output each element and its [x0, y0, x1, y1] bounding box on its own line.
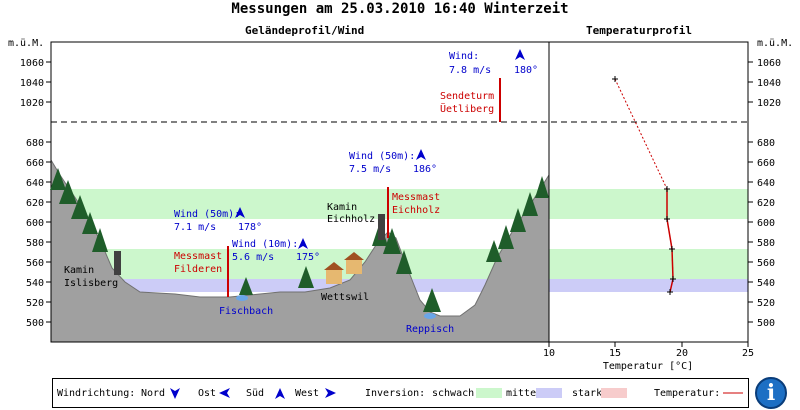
profile-header: Geländeprofil/Wind	[245, 24, 365, 37]
label-messmast-filderen: Filderen	[174, 264, 222, 275]
legend-nord: Nord	[141, 388, 166, 399]
arrow-left-icon	[219, 388, 230, 398]
y-label: 600	[26, 218, 44, 229]
wind-arrow-icon	[235, 207, 245, 218]
wind-uetliberg-speed: 7.8 m/s	[449, 65, 491, 76]
y-label: 560	[26, 258, 44, 269]
wind-arrow-icon	[515, 49, 525, 60]
y-label: 520	[26, 298, 44, 309]
page-title: Messungen am 25.03.2010 16:40 Winterzeit	[231, 1, 569, 17]
label-sendeturm: Üetliberg	[440, 102, 494, 115]
wind-eichholz-50-speed: 7.5 m/s	[349, 164, 391, 175]
axis-unit-right: m.ü.M.	[757, 38, 794, 49]
wind-filderen-50-speed: 7.1 m/s	[174, 222, 216, 233]
axis-unit-left: m.ü.M.	[8, 38, 45, 49]
label-kamin-eichholz: Eichholz	[327, 214, 375, 225]
swatch-schwach	[476, 388, 502, 398]
y-label-right: 1060	[757, 58, 781, 69]
y-label-right: 500	[757, 318, 775, 329]
legend: Windrichtung: Nord Ost Süd West Inversio…	[52, 378, 749, 408]
y-label: 680	[26, 138, 44, 149]
legend-ost: Ost	[198, 388, 217, 399]
wind-eichholz-50-dir: 186°	[413, 164, 437, 175]
chimney-islisberg-icon	[114, 251, 121, 275]
y-label-right: 540	[757, 278, 775, 289]
wind-arrow-icon	[416, 149, 426, 160]
y-label: 500	[26, 318, 44, 329]
wind-uetliberg-dir: 180°	[514, 65, 538, 76]
label-kamin-eichholz: Kamin	[327, 202, 357, 213]
wind-filderen-10-label: Wind (10m):	[232, 239, 298, 250]
legend-schwach: schwach	[432, 388, 475, 399]
y-label: 1020	[20, 98, 44, 109]
legend-wind-label: Windrichtung:	[57, 388, 136, 399]
legend-temperatur: Temperatur:	[654, 388, 721, 399]
y-label: 640	[26, 178, 44, 189]
legend-stark: stark	[572, 388, 603, 399]
label-sendeturm: Sendeturm	[440, 91, 494, 102]
y-label-right: 660	[757, 158, 775, 169]
y-label: 1060	[20, 58, 44, 69]
legend-symbols	[170, 388, 743, 399]
y-label-right: 640	[757, 178, 775, 189]
wind-arrow-icon	[298, 238, 308, 249]
wind-uetliberg-label: Wind:	[449, 51, 479, 62]
river-fischbach-icon	[236, 295, 248, 301]
temperature-markers	[612, 76, 676, 295]
inversion-band-schwach-upper	[51, 189, 748, 219]
label-wettswil: Wettswil	[321, 292, 369, 303]
wind-filderen-10-speed: 5.6 m/s	[232, 252, 274, 263]
temp-tick: 15	[609, 348, 621, 359]
arrow-down-icon	[170, 388, 180, 399]
y-label: 540	[26, 278, 44, 289]
arrow-up-icon	[275, 388, 285, 399]
y-label: 620	[26, 198, 44, 209]
chimney-eichholz-icon	[378, 214, 385, 240]
label-kamin-islisberg: Islisberg	[64, 278, 118, 289]
y-label-right: 1020	[757, 98, 781, 109]
wind-filderen-50-label: Wind (50m):	[174, 209, 240, 220]
label-reppisch: Reppisch	[406, 324, 454, 335]
label-messmast-eichholz: Eichholz	[392, 205, 440, 216]
wind-filderen-50-dir: 178°	[238, 222, 262, 233]
legend-mittel: mittel	[506, 388, 543, 399]
y-label-right: 520	[757, 298, 775, 309]
y-label-right: 1040	[757, 78, 781, 89]
y-label-right: 620	[757, 198, 775, 209]
label-kamin-islisberg: Kamin	[64, 265, 94, 276]
y-label: 660	[26, 158, 44, 169]
tree-icons	[50, 168, 549, 312]
label-messmast-eichholz: Messmast	[392, 192, 440, 203]
y-label-right: 680	[757, 138, 775, 149]
info-icon[interactable]: i	[755, 377, 787, 409]
arrow-right-icon	[325, 388, 336, 398]
swatch-mittel	[536, 388, 562, 398]
temp-axis-label: Temperatur [°C]	[603, 361, 693, 372]
y-tick-marks	[46, 61, 753, 347]
wind-filderen-10-dir: 175°	[296, 252, 320, 263]
y-label-right: 580	[757, 238, 775, 249]
temperature-line-upper	[614, 78, 674, 293]
temp-tick: 25	[742, 348, 754, 359]
legend-sued: Süd	[246, 388, 265, 399]
legend-inversion-label: Inversion:	[365, 388, 426, 399]
temp-tick: 20	[676, 348, 688, 359]
river-reppisch-icon	[424, 313, 436, 319]
house-icons	[324, 252, 364, 284]
y-label-right: 560	[757, 258, 775, 269]
plot-frame	[50, 41, 749, 343]
label-messmast-filderen: Messmast	[174, 251, 222, 262]
wind-eichholz-50-label: Wind (50m):	[349, 151, 415, 162]
label-fischbach: Fischbach	[219, 306, 273, 317]
temp-tick: 10	[543, 348, 555, 359]
y-label: 1040	[20, 78, 44, 89]
y-label-right: 600	[757, 218, 775, 229]
temperature-header: Temperaturprofil	[586, 24, 692, 37]
legend-west: West	[295, 388, 320, 399]
swatch-stark	[601, 388, 627, 398]
y-label: 580	[26, 238, 44, 249]
